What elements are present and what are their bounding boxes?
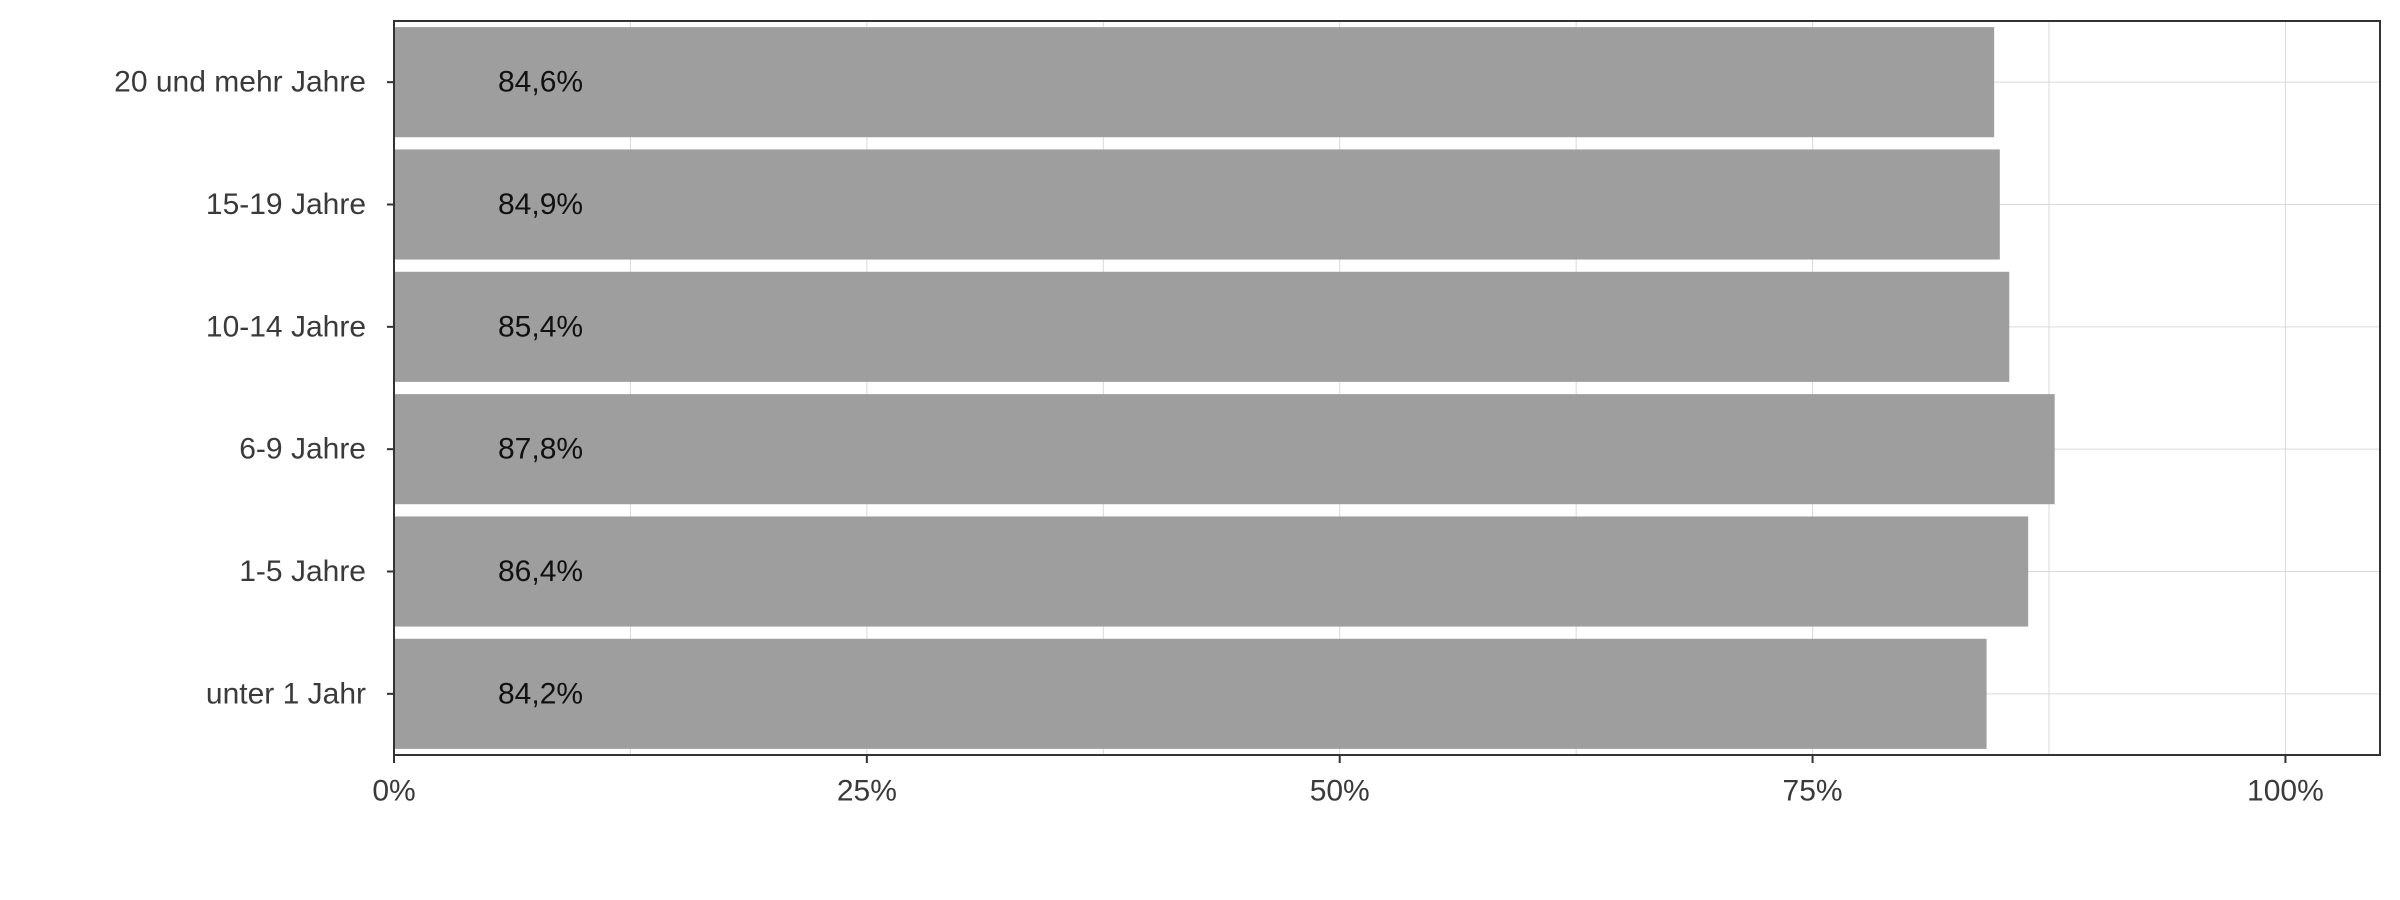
bar — [394, 394, 2055, 505]
bar — [394, 516, 2029, 627]
x-tick-label: 75% — [1783, 775, 1843, 808]
y-axis: 20 und mehr Jahre 15-19 Jahre 10-14 Jahre 6… — [114, 66, 394, 710]
x-tick-label: 0% — [372, 775, 415, 808]
x-tick-label: 50% — [1310, 775, 1370, 808]
data-label: 84,2% — [498, 677, 583, 710]
x-axis: 0% 25% 50% 75% 100% — [372, 755, 2324, 808]
data-labels: 84,6% 84,9% 85,4% 87,8% 86,4% 84,2% — [498, 66, 583, 711]
y-tick-label: 15-19 Jahre — [206, 188, 366, 221]
data-label: 84,6% — [498, 66, 583, 99]
x-tick-label: 100% — [2247, 775, 2324, 808]
x-tick-label: 25% — [837, 775, 897, 808]
bar — [394, 271, 2010, 382]
plot-border — [393, 20, 2381, 756]
y-tick-label: 10-14 Jahre — [206, 310, 366, 343]
data-label: 85,4% — [498, 310, 583, 343]
y-tick-label: 1-5 Jahre — [239, 555, 366, 588]
data-label: 84,9% — [498, 188, 583, 221]
bar — [394, 149, 2000, 260]
y-tick-label: unter 1 Jahr — [206, 677, 366, 710]
y-tick-label: 6-9 Jahre — [239, 433, 366, 466]
bars — [394, 27, 2055, 749]
y-tick-label: 20 und mehr Jahre — [114, 66, 366, 99]
bar — [394, 638, 1987, 749]
data-label: 87,8% — [498, 433, 583, 466]
plot-frame — [393, 20, 2381, 756]
bar — [394, 27, 1995, 138]
data-label: 86,4% — [498, 555, 583, 588]
